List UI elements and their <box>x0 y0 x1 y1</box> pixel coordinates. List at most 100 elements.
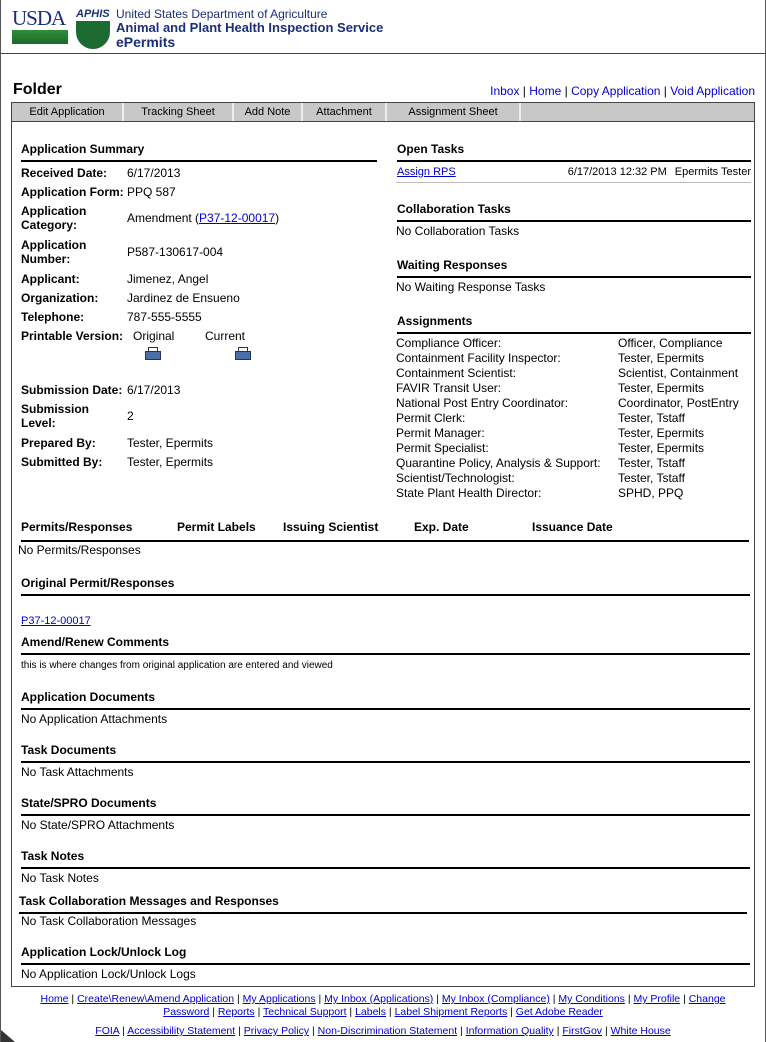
assignment-person: Tester, Epermits <box>618 426 705 440</box>
footer-link[interactable]: My Applications <box>242 993 316 1005</box>
empty-message: No Application Attachments <box>21 712 168 726</box>
assign-rps-link[interactable]: Assign RPS <box>397 166 456 178</box>
footer-link[interactable]: Home <box>40 993 69 1005</box>
footer-link[interactable]: Accessibility Statement <box>127 1025 236 1037</box>
separator: | <box>457 1025 466 1037</box>
aphis-logo: APHIS <box>76 8 110 49</box>
assignment-person: Tester, Tstaff <box>618 456 685 470</box>
print-current-icon[interactable] <box>235 347 252 360</box>
submission-level-row: Submission Level: 2 <box>21 402 371 430</box>
assignment-sheet-button[interactable]: Assignment Sheet <box>387 103 521 121</box>
application-form-row: Application Form: PPQ 587 <box>21 185 371 201</box>
empty-message: No Permits/Responses <box>18 543 141 557</box>
section-title: Application Lock/Unlock Log <box>21 945 750 965</box>
section-title: State/SPRO Documents <box>21 796 750 816</box>
separator: | <box>119 1025 128 1037</box>
amend-comments-text: this is where changes from original appl… <box>21 660 333 671</box>
label: Received Date: <box>21 166 108 180</box>
value: PPQ 587 <box>127 185 176 199</box>
separator: | <box>433 993 442 1005</box>
page-title: Folder <box>13 81 62 98</box>
footer-link[interactable]: FOIA <box>95 1025 120 1037</box>
print-original-icon[interactable] <box>145 347 161 360</box>
footer-link[interactable]: Change Password <box>163 993 726 1018</box>
value: Amendment (P37-12-00017) <box>127 211 279 225</box>
column-header: Issuance Date <box>532 520 613 534</box>
assignment-role: Permit Manager: <box>396 426 485 440</box>
original-label: Original <box>133 329 175 343</box>
assignments-list: Compliance Officer: Officer, Compliance Co… <box>396 336 754 501</box>
label: Application Number: <box>21 238 87 266</box>
value: 6/17/2013 <box>127 166 181 180</box>
home-link[interactable]: Home <box>529 84 562 98</box>
current-label: Current <box>205 329 246 343</box>
footer-link[interactable]: My Inbox (Compliance) <box>441 993 550 1005</box>
task-date: 6/17/2013 12:32 PM <box>567 166 667 178</box>
value: Tester, Epermits <box>127 436 214 450</box>
tracking-sheet-button[interactable]: Tracking Sheet <box>124 103 234 121</box>
section-title: Task Notes <box>21 849 750 869</box>
label: Prepared By: <box>21 436 96 450</box>
void-application-link[interactable]: Void Application <box>670 84 755 98</box>
edit-application-button[interactable]: Edit Application <box>12 103 124 121</box>
value: 2 <box>127 409 134 423</box>
permits-table-header: Permits/Responses Permit Labels Issuing … <box>21 520 749 542</box>
original-permit-link[interactable]: P37-12-00017 <box>199 211 276 225</box>
empty-message: No Application Lock/Unlock Logs <box>21 967 196 981</box>
separator: | <box>553 1025 563 1037</box>
footer-link[interactable]: Information Quality <box>465 1025 554 1037</box>
organization-row: Organization: Jardinez de Ensueno <box>21 291 371 307</box>
label: Telephone: <box>21 310 85 324</box>
telephone-row: Telephone: 787-555-5555 <box>21 310 371 326</box>
label: Submitted By: <box>21 455 103 469</box>
footer-link[interactable]: My Inbox (Applications) <box>324 993 434 1005</box>
department-name: United States Department of Agriculture <box>116 7 328 21</box>
section-title: Waiting Responses <box>397 258 751 278</box>
assignment-person: Tester, Tstaff <box>618 471 685 485</box>
footer-link[interactable]: Create\Renew\Amend Application <box>77 993 235 1005</box>
value: 787-555-5555 <box>127 310 202 324</box>
assignment-role: Containment Facility Inspector: <box>396 351 561 365</box>
separator: | <box>549 993 559 1005</box>
footer-link[interactable]: FirstGov <box>562 1025 603 1037</box>
separator: | <box>624 993 634 1005</box>
attachment-button[interactable]: Attachment <box>303 103 387 121</box>
section-title: Application Summary <box>21 142 377 162</box>
add-note-button[interactable]: Add Note <box>234 103 303 121</box>
separator: | <box>254 1006 264 1018</box>
section-title: Task Collaboration Messages and Response… <box>19 894 747 914</box>
usda-logo-text: USDA <box>12 6 66 30</box>
original-permit-link[interactable]: P37-12-00017 <box>21 615 91 627</box>
application-number-row: Application Number: P587-130617-004 <box>21 238 371 266</box>
footer-link[interactable]: Label Shipment Reports <box>394 1006 508 1018</box>
footer-link[interactable]: Get Adobe Reader <box>515 1006 603 1018</box>
footer-links: Home | Create\Renew\Amend Application | … <box>0 993 766 1038</box>
assignment-role: FAVIR Transit User: <box>396 381 502 395</box>
footer-link[interactable]: Non-Discrimination Statement <box>317 1025 458 1037</box>
separator: | <box>68 993 78 1005</box>
printable-version-row: Printable Version: Original Current <box>21 329 371 360</box>
value: Jimenez, Angel <box>127 272 209 286</box>
value: P587-130617-004 <box>127 245 224 259</box>
assignment-person: Officer, Compliance <box>618 336 723 350</box>
label: Printable Version: <box>21 329 124 343</box>
assignment-role: Scientist/Technologist: <box>396 471 515 485</box>
copy-application-link[interactable]: Copy Application <box>571 84 661 98</box>
footer-link[interactable]: My Profile <box>633 993 681 1005</box>
footer-link[interactable]: Reports <box>217 1006 255 1018</box>
task-user: Epermits Tester <box>674 166 751 178</box>
footer-link[interactable]: My Conditions <box>558 993 625 1005</box>
section-title: Open Tasks <box>397 142 751 162</box>
inbox-link[interactable]: Inbox <box>490 84 520 98</box>
label: Application Form: <box>21 185 124 199</box>
submission-date-row: Submission Date: 6/17/2013 <box>21 383 371 399</box>
agency-name: United States Department of Agriculture … <box>116 7 383 49</box>
assignment-person: Tester, Tstaff <box>618 411 685 425</box>
column-header: Permit Labels <box>177 520 256 534</box>
footer-link[interactable]: Technical Support <box>263 1006 347 1018</box>
footer-link[interactable]: Privacy Policy <box>243 1025 310 1037</box>
empty-message: No Collaboration Tasks <box>396 224 520 238</box>
footer-link[interactable]: Labels <box>355 1006 387 1018</box>
footer-link[interactable]: White House <box>610 1025 671 1037</box>
column-header: Permits/Responses <box>21 520 133 534</box>
